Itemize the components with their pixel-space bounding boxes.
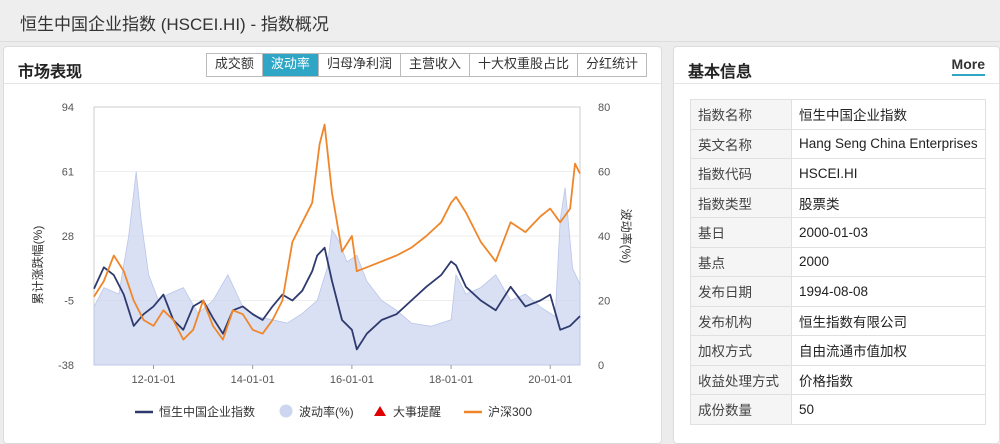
panel-divider — [4, 83, 661, 84]
csi300-line — [93, 123, 581, 341]
x-tick-label: 12-01-01 — [131, 374, 175, 386]
info-row: 发布机构 恒生指数有限公司 — [690, 305, 986, 336]
legend-events-label: 大事提醒 — [393, 404, 441, 419]
info-key: 发布日期 — [690, 276, 792, 307]
info-row: 收益处理方式 价格指数 — [690, 364, 986, 395]
legend-hscei-label: 恒生中国企业指数 — [159, 404, 255, 419]
market-panel-title: 市场表现 — [18, 64, 83, 81]
info-row: 英文名称 Hang Seng China Enterprises — [690, 128, 986, 159]
info-value: 2000 — [791, 246, 986, 277]
chart-legend: 恒生中国企业指数 波动率(%) 大事提醒 沪深300 — [135, 404, 532, 419]
tab-volatility[interactable]: 波动率 — [261, 54, 318, 76]
info-row: 成份数量 50 — [690, 394, 986, 425]
info-row: 发布日期 1994-08-08 — [690, 276, 986, 307]
legend-item-volatility[interactable]: 波动率(%) — [279, 404, 354, 419]
info-value: 自由流通市值加权 — [791, 335, 986, 366]
y-tick-left: 28 — [62, 231, 74, 243]
y-tick-right: 60 — [598, 167, 610, 179]
legend-volatility-label: 波动率(%) — [299, 404, 354, 419]
info-row: 指数名称 恒生中国企业指数 — [690, 99, 986, 130]
legend-csi300-label: 沪深300 — [488, 405, 532, 419]
market-performance-panel: 市场表现 成交额 波动率 归母净利润 主营收入 十大权重股占比 分红统计 94 6… — [3, 46, 662, 444]
hscei-line — [93, 246, 581, 351]
info-key: 基日 — [690, 217, 792, 248]
info-key: 指数代码 — [690, 158, 792, 189]
tab-net-profit[interactable]: 归母净利润 — [317, 54, 400, 76]
y-tick-right: 80 — [598, 102, 610, 114]
y-tick-left: 94 — [62, 102, 74, 114]
info-value: 股票类 — [791, 187, 986, 218]
page-title: 恒生中国企业指数 (HSCEI.HI) - 指数概况 — [0, 0, 1000, 42]
y-tick-left: 61 — [62, 167, 74, 179]
info-key: 发布机构 — [690, 305, 792, 336]
more-link[interactable]: More — [951, 56, 985, 76]
info-key: 成份数量 — [690, 394, 792, 425]
y-axis-label-left: 累计涨跌幅(%) — [30, 226, 45, 305]
legend-item-hscei[interactable]: 恒生中国企业指数 — [135, 404, 255, 419]
info-row: 基日 2000-01-03 — [690, 217, 986, 248]
info-key: 指数名称 — [690, 99, 792, 130]
y-tick-left: -5 — [64, 296, 74, 308]
basic-info-table: 指数名称 恒生中国企业指数 英文名称 Hang Seng China Enterpri… — [690, 99, 986, 425]
y-tick-right: 20 — [598, 296, 610, 308]
info-value: 50 — [791, 394, 986, 425]
basic-info-panel: 基本信息 More 指数名称 恒生中国企业指数 英文名称 Hang Seng Chin… — [673, 46, 1000, 444]
event-marker-icon — [374, 406, 386, 416]
info-row: 基点 2000 — [690, 246, 986, 277]
x-tick-label: 16-01-01 — [330, 374, 374, 386]
tab-dividend[interactable]: 分红统计 — [576, 54, 646, 76]
info-key: 收益处理方式 — [690, 364, 792, 395]
tab-revenue[interactable]: 主营收入 — [399, 54, 469, 76]
info-key: 英文名称 — [690, 128, 792, 159]
info-value: 价格指数 — [791, 364, 986, 395]
performance-chart: 94 61 28 -5 -38 80 60 40 20 0 12-01-01 14-01-01 16-0… — [30, 102, 634, 419]
info-row: 指数类型 股票类 — [690, 187, 986, 218]
info-value: 1994-08-08 — [791, 276, 986, 307]
x-tick-label: 20-01-01 — [528, 374, 572, 386]
info-value: 2000-01-03 — [791, 217, 986, 248]
info-key: 基点 — [690, 246, 792, 277]
info-key: 加权方式 — [690, 335, 792, 366]
info-value: 恒生中国企业指数 — [791, 99, 986, 130]
info-key: 指数类型 — [690, 187, 792, 218]
y-tick-right: 40 — [598, 231, 610, 243]
x-tick-label: 18-01-01 — [429, 374, 473, 386]
info-panel-title: 基本信息 — [688, 64, 753, 81]
tab-turnover[interactable]: 成交额 — [206, 54, 262, 76]
y-axis-label-right: 波动率(%) — [619, 209, 634, 264]
info-value: 恒生指数有限公司 — [791, 305, 986, 336]
metric-tabs: 成交额 波动率 归母净利润 主营收入 十大权重股占比 分红统计 — [205, 53, 647, 77]
info-row: 加权方式 自由流通市值加权 — [690, 335, 986, 366]
x-tick-label: 14-01-01 — [231, 374, 275, 386]
info-row: 指数代码 HSCEI.HI — [690, 158, 986, 189]
legend-item-csi300[interactable]: 沪深300 — [464, 405, 532, 419]
tab-top10-weight[interactable]: 十大权重股占比 — [468, 54, 577, 76]
legend-volatility-swatch — [279, 404, 293, 418]
y-tick-right: 0 — [598, 360, 604, 372]
info-value: Hang Seng China Enterprises — [791, 128, 986, 159]
y-tick-left: -38 — [58, 360, 74, 372]
legend-item-events[interactable]: 大事提醒 — [374, 404, 441, 419]
info-value: HSCEI.HI — [791, 158, 986, 189]
panel-divider — [674, 83, 999, 84]
